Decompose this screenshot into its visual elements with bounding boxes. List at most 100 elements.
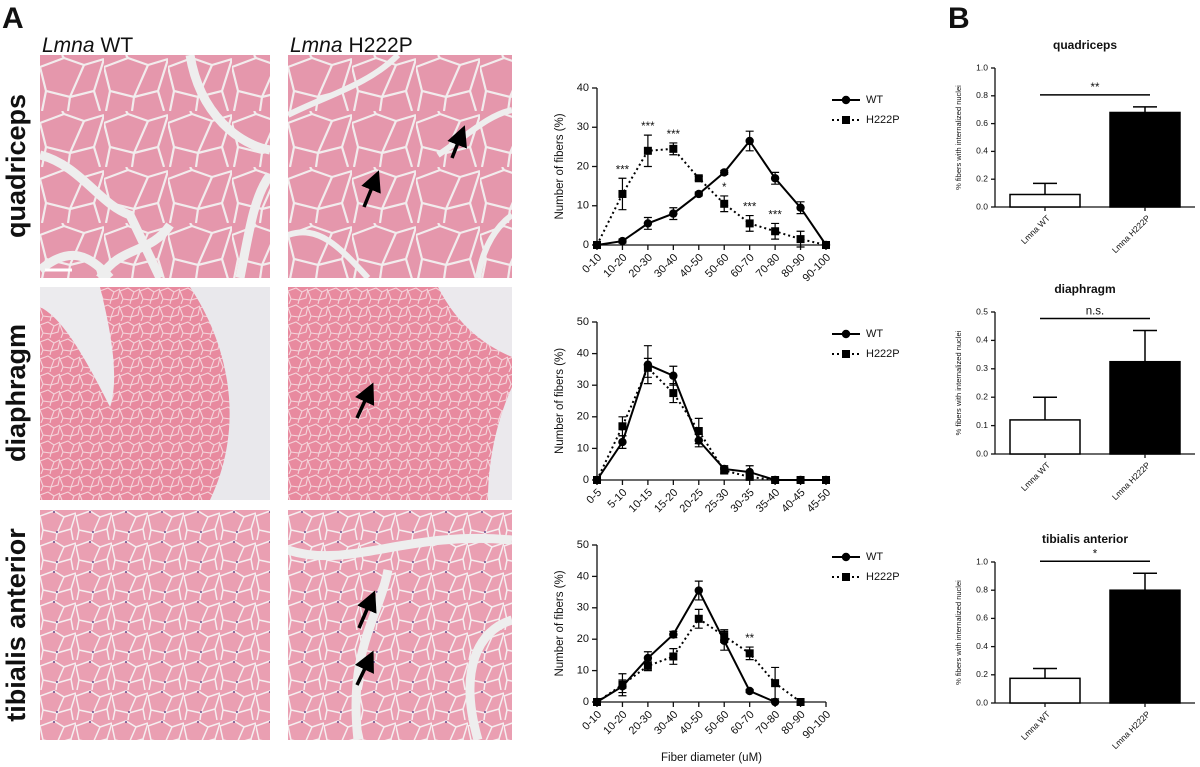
x-tick-label: Lmna WT (1019, 460, 1052, 493)
marker (669, 209, 678, 218)
significance: ** (1091, 82, 1100, 94)
marker (593, 476, 601, 484)
y-tick-label: 0.4 (976, 641, 988, 651)
gene: Lmna (290, 34, 343, 57)
marker (745, 219, 754, 228)
marker (694, 174, 703, 183)
y-tick-label: 0.6 (976, 613, 988, 623)
y-tick-label: 50 (577, 316, 589, 328)
histology-image (40, 510, 270, 740)
legend-marker (841, 329, 851, 339)
significance: *** (667, 129, 681, 141)
x-tick-label: 10-15 (627, 487, 655, 515)
marker (745, 136, 754, 146)
marker (822, 476, 830, 484)
x-tick-label: 35-40 (754, 487, 782, 515)
significance: *** (768, 209, 782, 221)
marker (593, 241, 601, 249)
x-tick-label: 30-35 (728, 487, 756, 515)
x-tick-label: Lmna H222P (1110, 709, 1152, 751)
y-tick-label: 50 (577, 539, 589, 551)
series-line (596, 139, 827, 246)
x-tick-label: 40-50 (678, 252, 706, 280)
marker (694, 586, 703, 595)
x-tick-label: 10-20 (601, 252, 629, 280)
y-tick-label: 40 (577, 570, 589, 582)
x-tick-label: 20-30 (627, 252, 655, 280)
y-tick-label: 1.0 (976, 556, 988, 566)
x-axis-label: Fiber diameter (uM) (661, 752, 762, 764)
y-axis-label: % fibers with internalized nuclei (954, 330, 963, 435)
marker (745, 649, 754, 658)
x-tick-label: 30-40 (652, 709, 680, 737)
y-tick-label: 0.0 (976, 201, 988, 211)
bar (1009, 419, 1081, 455)
error-bar (1033, 667, 1057, 679)
legend-marker (842, 350, 850, 358)
series-line (596, 617, 802, 703)
marker (745, 472, 754, 481)
column-header: Lmna WT (42, 34, 133, 57)
series-line (596, 366, 826, 481)
marker (796, 203, 805, 212)
legend-label: WT (866, 328, 883, 340)
marker (669, 389, 678, 398)
y-tick-label: 0.3 (976, 363, 988, 373)
bar (1009, 193, 1081, 208)
panel-label: B (948, 2, 970, 35)
row-label: tibialis anterior (1, 528, 31, 722)
x-tick-label: 10-20 (601, 709, 629, 737)
y-tick-label: 40 (577, 348, 589, 360)
bar (1109, 360, 1181, 455)
marker (720, 168, 729, 177)
error-bar (1033, 396, 1057, 420)
marker (796, 698, 805, 706)
y-axis-label: Number of fibers (%) (554, 113, 566, 219)
marker (643, 653, 653, 663)
x-tick-label: 20-25 (678, 487, 706, 515)
chart-title: quadriceps (1053, 38, 1117, 52)
y-tick-label: 0.6 (976, 118, 988, 128)
y-tick-label: 20 (577, 633, 589, 645)
marker (694, 614, 703, 623)
y-tick-label: 0.4 (976, 335, 988, 345)
y-tick-label: 0.8 (976, 90, 988, 100)
y-tick-label: 20 (577, 411, 589, 423)
marker (720, 466, 729, 475)
y-tick-label: 0.2 (976, 669, 988, 679)
y-axis-label: Number of fibers (%) (554, 570, 566, 676)
x-tick-label: 45-50 (805, 487, 833, 515)
y-tick-label: 0.0 (976, 448, 988, 458)
y-tick-label: 0.2 (976, 173, 988, 183)
x-tick-label: 70-80 (754, 252, 782, 280)
legend-label: H222P (866, 114, 900, 126)
x-tick-label: Lmna WT (1019, 709, 1052, 742)
x-tick-label: 70-80 (754, 709, 782, 737)
y-axis-label: % fibers with internalized nuclei (954, 580, 963, 685)
y-tick-label: 0.2 (976, 391, 988, 401)
marker (720, 632, 729, 641)
legend-marker (841, 95, 851, 105)
marker (643, 219, 653, 228)
gene: Lmna (42, 34, 95, 57)
legend-label: H222P (866, 571, 900, 583)
x-tick-label: 30-40 (652, 252, 680, 280)
marker (822, 241, 830, 249)
x-tick-label: Lmna WT (1019, 213, 1052, 246)
arrows (354, 125, 467, 686)
column-header: Lmna H222P (290, 34, 413, 57)
panel-label: A (2, 2, 24, 35)
marker (770, 174, 780, 183)
marker (796, 476, 805, 484)
legend-marker (842, 573, 850, 581)
y-tick-label: 0 (583, 239, 589, 251)
significance: *** (616, 164, 630, 176)
legend-label: WT (866, 551, 883, 563)
marker (694, 189, 703, 199)
error-bar (1133, 572, 1157, 591)
marker (618, 422, 627, 431)
significance: *** (743, 202, 757, 214)
y-tick-label: 1.0 (976, 62, 988, 72)
